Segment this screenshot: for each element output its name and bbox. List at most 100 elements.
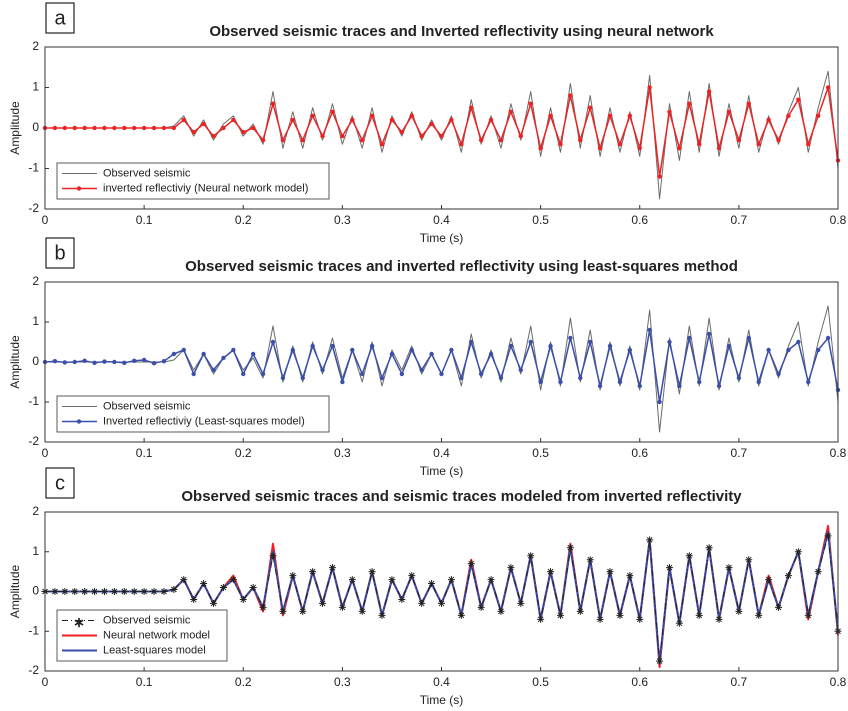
panel-label-box [45,467,75,499]
legend-label: Inverted reflectiviy (Least-squares mode… [103,415,305,427]
marker [587,339,593,345]
marker [804,611,812,619]
marker [705,544,713,552]
legend-label: Neural network model [103,629,210,641]
axes-frame [44,511,839,672]
marker [469,105,474,110]
marker [508,343,514,349]
marker [191,129,196,135]
marker [369,343,375,349]
marker [647,85,652,90]
marker [825,335,831,341]
marker [636,615,644,623]
marker [132,358,137,363]
y-tick-label: 1 [32,80,39,94]
marker [766,347,771,353]
series [42,327,841,405]
marker [518,133,523,139]
marker [606,568,614,576]
x-tick-label: 0.6 [631,446,648,460]
marker [646,536,654,544]
marker [665,564,673,572]
marker [350,347,355,353]
axes-frame [44,46,839,210]
marker [231,347,236,353]
marker [528,101,533,106]
marker [538,379,543,385]
y-axis-label: Amplitude [8,565,22,619]
marker [181,347,186,353]
marker [81,588,89,595]
y-axis-label: Amplitude [8,335,22,389]
marker [260,371,266,377]
marker [389,351,395,357]
legend-marker [76,186,82,191]
marker [687,101,692,106]
x-tick-label: 0.2 [235,675,252,689]
marker [221,125,226,131]
marker [61,588,69,595]
y-tick-label: 0 [32,584,39,598]
marker [677,383,682,389]
legend-box [56,395,330,433]
legend-marker [76,419,82,424]
panel-label: b [54,242,65,264]
marker [667,109,672,115]
marker [62,125,68,131]
marker [756,379,761,385]
marker [260,137,266,143]
marker [715,615,723,623]
marker [52,125,58,131]
marker [200,580,208,588]
x-tick-label: 0.7 [731,213,748,227]
marker [487,576,495,584]
marker [814,568,822,576]
x-tick-label: 0.5 [532,675,549,689]
marker [616,611,624,619]
marker [369,113,375,119]
marker [161,125,167,131]
marker [796,339,801,345]
marker [112,359,117,365]
marker [697,142,702,147]
marker [368,568,376,576]
marker [784,572,792,580]
marker [211,367,216,373]
x-tick-label: 0 [42,213,49,227]
marker [409,113,414,119]
marker [171,125,177,131]
marker [776,137,781,143]
marker [250,351,256,357]
marker [498,375,504,381]
marker [596,615,604,623]
x-tick-label: 0.1 [136,446,153,460]
marker [687,335,692,341]
marker [498,137,504,143]
y-tick-label: 1 [32,544,39,558]
marker [300,137,305,143]
marker [102,125,107,131]
marker [171,351,177,357]
marker [637,146,642,151]
marker [765,576,773,584]
marker [429,121,434,127]
marker [102,359,107,364]
marker [507,564,515,572]
legend-label: Observed seismic [103,400,191,412]
marker [527,552,535,560]
marker [320,133,325,139]
marker [399,371,405,377]
marker [457,611,465,619]
marker [378,611,386,619]
marker [239,595,247,603]
marker [201,121,206,127]
x-tick-label: 0.5 [532,213,549,227]
marker [379,375,385,381]
marker [488,117,494,123]
panel-label: c [55,472,65,494]
marker [241,129,246,135]
y-tick-label: -1 [28,394,39,408]
marker [578,137,583,143]
marker [725,564,733,572]
